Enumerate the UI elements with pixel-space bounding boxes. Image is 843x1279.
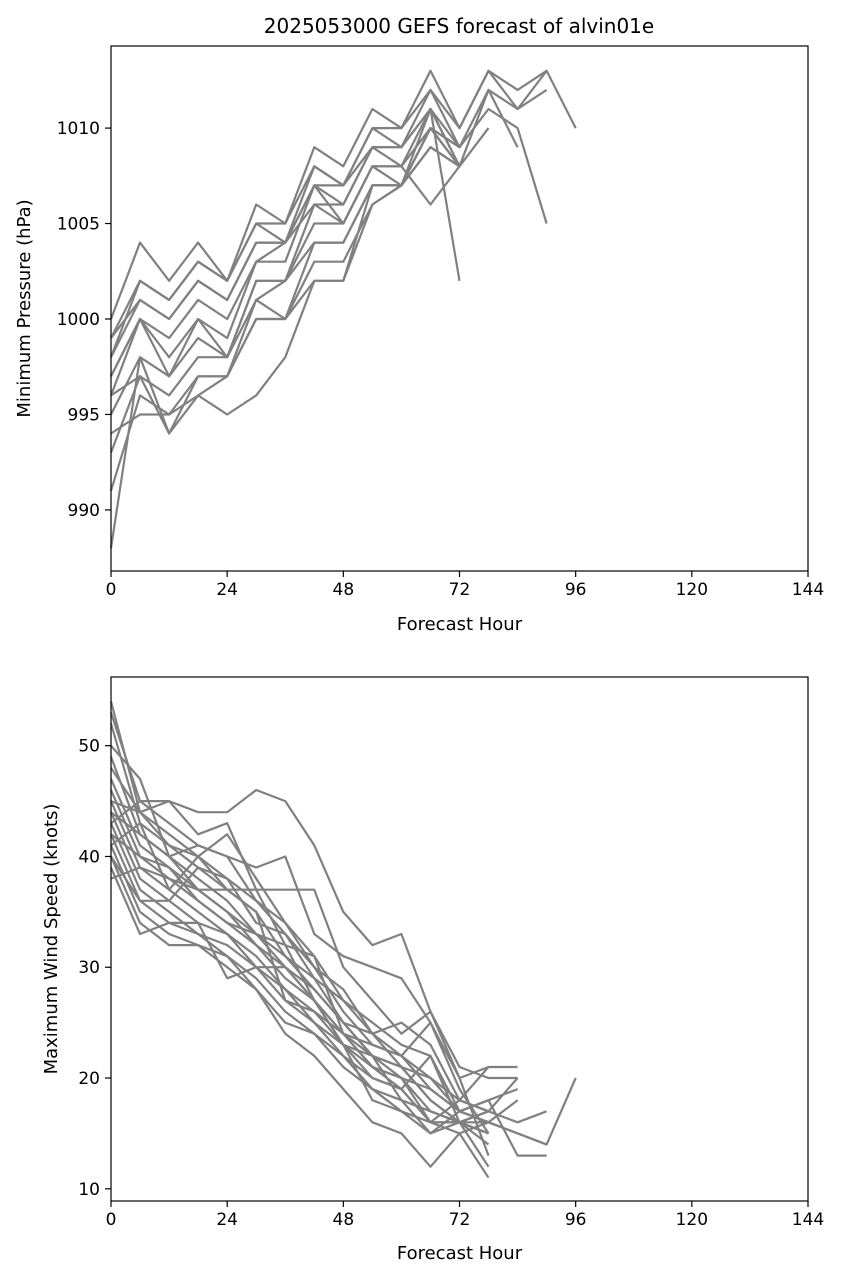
wind-x-axis-label: Forecast Hour <box>397 1243 523 1264</box>
wind-series-line-17 <box>110 811 518 1080</box>
pressure-x-tick-label: 0 <box>106 580 117 600</box>
pressure-y-axis-label: Minimum Pressure (hPa) <box>14 199 35 417</box>
wind-y-tick-label: 10 <box>78 1180 100 1200</box>
pressure-x-tick-label: 144 <box>792 580 824 600</box>
pressure-series-line-11 <box>110 165 461 378</box>
wind-x-tick-label: 96 <box>565 1210 587 1230</box>
wind-series-line-21 <box>110 822 490 1135</box>
wind-series-line-18 <box>110 799 518 1080</box>
wind-y-tick-label: 40 <box>78 847 100 867</box>
wind-y-axis-label: Maximum Wind Speed (knots) <box>41 804 62 1075</box>
wind-x-tick-label: 120 <box>676 1210 708 1230</box>
wind-series-line-22 <box>110 855 489 1135</box>
pressure-series-line-14 <box>110 127 461 435</box>
pressure-x-tick-label: 120 <box>676 580 708 600</box>
wind-y-tick-label: 50 <box>78 737 100 757</box>
wind-series-line-6 <box>110 767 519 1113</box>
pressure-y-tick-label: 990 <box>68 501 100 521</box>
pressure-y-tick-label: 1010 <box>57 119 100 139</box>
pressure-x-tick-label: 96 <box>565 580 587 600</box>
wind-series-line-20 <box>110 833 489 1124</box>
wind-series-line-15 <box>110 866 489 1135</box>
wind-series-line-9 <box>109 800 490 1168</box>
wind-axis-ticks: 0 24 48 72 96 120 144 10 20 30 40 50 <box>78 737 824 1230</box>
wind-x-tick-label: 72 <box>449 1210 471 1230</box>
pressure-x-tick-label: 72 <box>449 580 471 600</box>
wind-x-tick-label: 0 <box>106 1210 117 1230</box>
pressure-series-line-1 <box>109 69 577 320</box>
wind-series-line-19 <box>110 788 490 1156</box>
wind-series-group <box>109 701 577 1179</box>
pressure-x-axis-label: Forecast Hour <box>397 614 523 635</box>
pressure-series-line-13 <box>109 88 461 358</box>
wind-series-line-13 <box>109 844 489 1135</box>
pressure-plot: 0 24 48 72 96 120 144 990 995 1000 1005 1010 Foreca… <box>14 45 824 635</box>
wind-x-tick-label: 24 <box>216 1210 238 1230</box>
pressure-axis-ticks: 0 24 48 72 96 120 144 990 995 1000 1005 1010 <box>57 119 824 600</box>
wind-y-tick-label: 20 <box>78 1069 100 1089</box>
pressure-series-group <box>109 69 577 549</box>
wind-series-line-8 <box>109 789 490 1146</box>
wind-series-line-14 <box>109 856 489 1168</box>
pressure-x-tick-label: 48 <box>333 580 355 600</box>
figure-title: 2025053000 GEFS forecast of alvin01e <box>264 14 654 38</box>
wind-x-tick-label: 48 <box>333 1210 355 1230</box>
wind-series-line-16 <box>109 867 490 1124</box>
pressure-y-tick-label: 1000 <box>57 310 100 330</box>
pressure-x-tick-label: 24 <box>216 580 238 600</box>
wind-y-tick-label: 30 <box>78 958 100 978</box>
wind-x-tick-label: 144 <box>792 1210 824 1230</box>
pressure-y-tick-label: 995 <box>68 405 100 425</box>
pressure-y-tick-label: 1005 <box>57 215 100 235</box>
wind-series-line-12 <box>109 833 489 1135</box>
